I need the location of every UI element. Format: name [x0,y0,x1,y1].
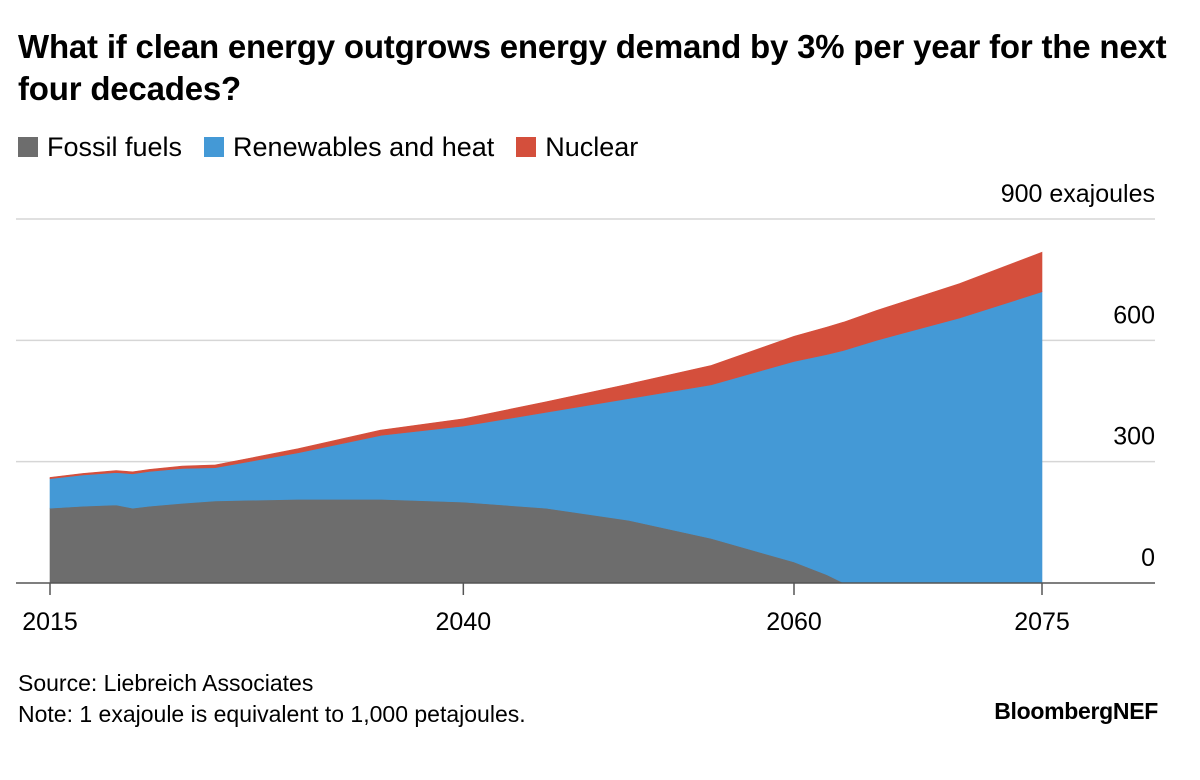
x-tick-label-2060: 2060 [766,608,822,636]
chart-title: What if clean energy outgrows energy dem… [18,28,1167,107]
source-text: Source: Liebreich Associates [18,670,314,696]
legend-label-renewables: Renewables and heat [233,131,495,162]
legend-label-nuclear: Nuclear [545,131,639,162]
stacked-area-chart: 0 300 600 900 exajoules 2015 2040 2060 2075 [16,180,1155,636]
x-tick-label-2075: 2075 [1014,608,1070,636]
legend-swatch-nuclear [516,137,537,157]
x-tick-label-2040: 2040 [436,608,492,636]
legend: Fossil fuels Renewables and heat Nuclear [18,130,660,164]
y-tick-label-0: 0 [1141,544,1155,572]
footer: Source: Liebreich Associates Note: 1 exa… [18,668,526,730]
legend-label-fossil-fuels: Fossil fuels [47,131,183,162]
x-tick-label-2015: 2015 [22,608,78,636]
legend-swatch-renewables [204,137,225,157]
y-tick-label-300: 300 [1113,423,1155,451]
legend-item-renewables: Renewables and heat [204,132,494,163]
legend-item-fossil-fuels: Fossil fuels [18,132,182,163]
note-text: Note: 1 exajoule is equivalent to 1,000 … [18,701,526,727]
legend-swatch-fossil-fuels [18,137,38,157]
y-tick-label-600: 600 [1113,301,1155,329]
area-nuclear [49,251,1043,480]
brand-logo-text: BloombergNEF [994,698,1158,724]
legend-item-nuclear: Nuclear [516,132,638,163]
y-tick-label-900: 900 exajoules [1001,180,1155,208]
